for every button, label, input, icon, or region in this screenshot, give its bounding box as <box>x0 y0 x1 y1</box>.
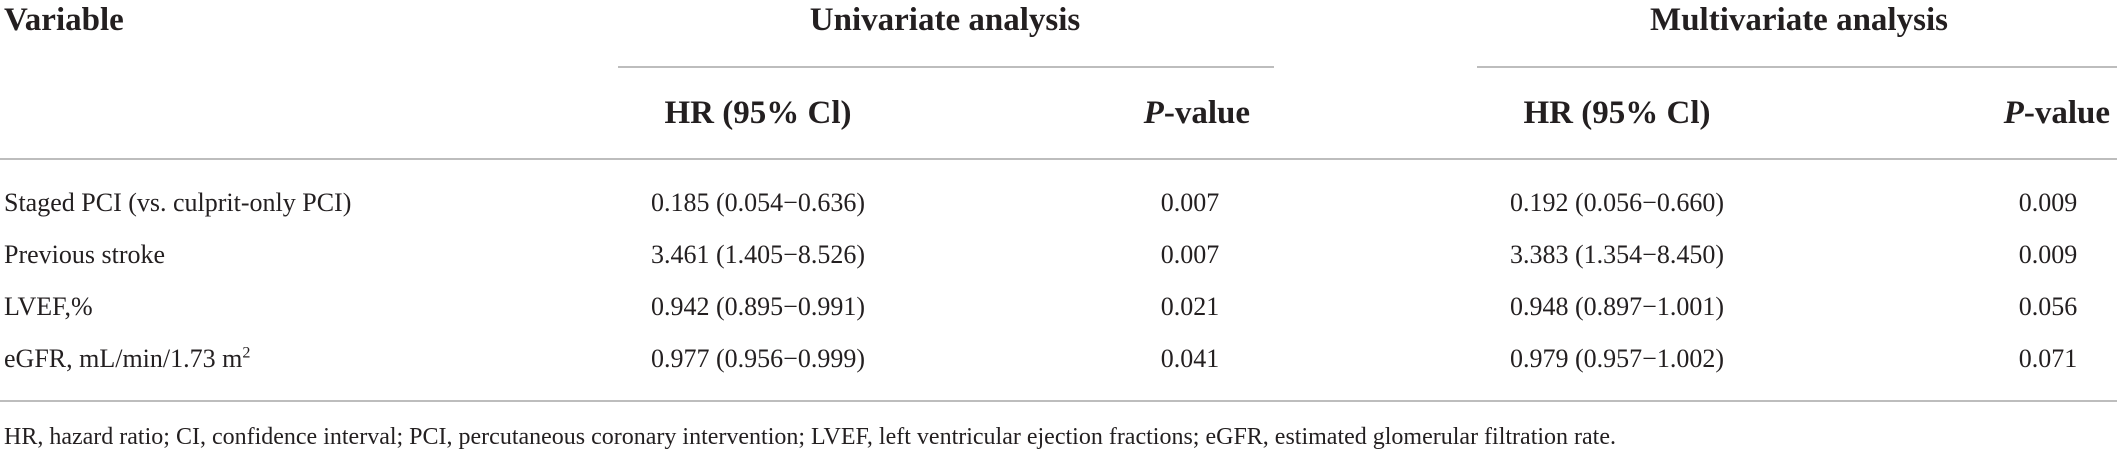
univariate-hr-cell: 0.977 (0.956−0.999) <box>651 344 865 373</box>
variable-cell: LVEF,% <box>4 292 93 321</box>
header-bottom-rule <box>0 158 2117 160</box>
multivariate-p-cell: 0.009 <box>2018 240 2078 269</box>
multivariate-hr-cell: 3.383 (1.354−8.450) <box>1510 240 1724 269</box>
multivariate-hr-header: HR (95% Cl) <box>1523 95 1711 131</box>
multivariate-hr-cell: 0.948 (0.897−1.001) <box>1510 292 1724 321</box>
table-bottom-rule <box>0 400 2117 402</box>
multivariate-group-header: Multivariate analysis <box>1650 2 1948 38</box>
univariate-hr-header: HR (95% Cl) <box>664 95 852 131</box>
univariate-group-rule <box>618 66 1274 68</box>
p-rest: -value <box>2023 95 2110 131</box>
univariate-hr-cell: 3.461 (1.405−8.526) <box>651 240 865 269</box>
variable-header: Variable <box>4 2 124 38</box>
multivariate-p-cell: 0.056 <box>2018 292 2078 321</box>
p-rest: -value <box>1163 95 1250 131</box>
univariate-hr-cell: 0.185 (0.054−0.636) <box>651 188 865 217</box>
univariate-p-cell: 0.007 <box>1160 240 1220 269</box>
multivariate-p-header: P-value <box>2004 95 2110 132</box>
p-italic: P <box>1143 95 1164 131</box>
multivariate-p-cell: 0.071 <box>2018 344 2078 373</box>
multivariate-group-rule <box>1477 66 2117 68</box>
p-italic: P <box>2003 95 2024 131</box>
multivariate-p-cell: 0.009 <box>2018 188 2078 217</box>
univariate-p-cell: 0.007 <box>1160 188 1220 217</box>
multivariate-hr-cell: 0.192 (0.056−0.660) <box>1510 188 1724 217</box>
univariate-p-header: P-value <box>1144 95 1250 132</box>
variable-cell: Previous stroke <box>4 240 166 269</box>
table-footnote: HR, hazard ratio; CI, confidence interva… <box>4 424 1616 450</box>
variable-cell: Staged PCI (vs. culprit-only PCI) <box>4 188 352 217</box>
univariate-p-cell: 0.041 <box>1160 344 1220 373</box>
univariate-hr-cell: 0.942 (0.895−0.991) <box>651 292 865 321</box>
univariate-group-header: Univariate analysis <box>809 2 1081 38</box>
univariate-p-cell: 0.021 <box>1160 292 1220 321</box>
multivariate-hr-cell: 0.979 (0.957−1.002) <box>1510 344 1724 373</box>
variable-cell: eGFR, mL/min/1.73 m2 <box>4 344 251 373</box>
